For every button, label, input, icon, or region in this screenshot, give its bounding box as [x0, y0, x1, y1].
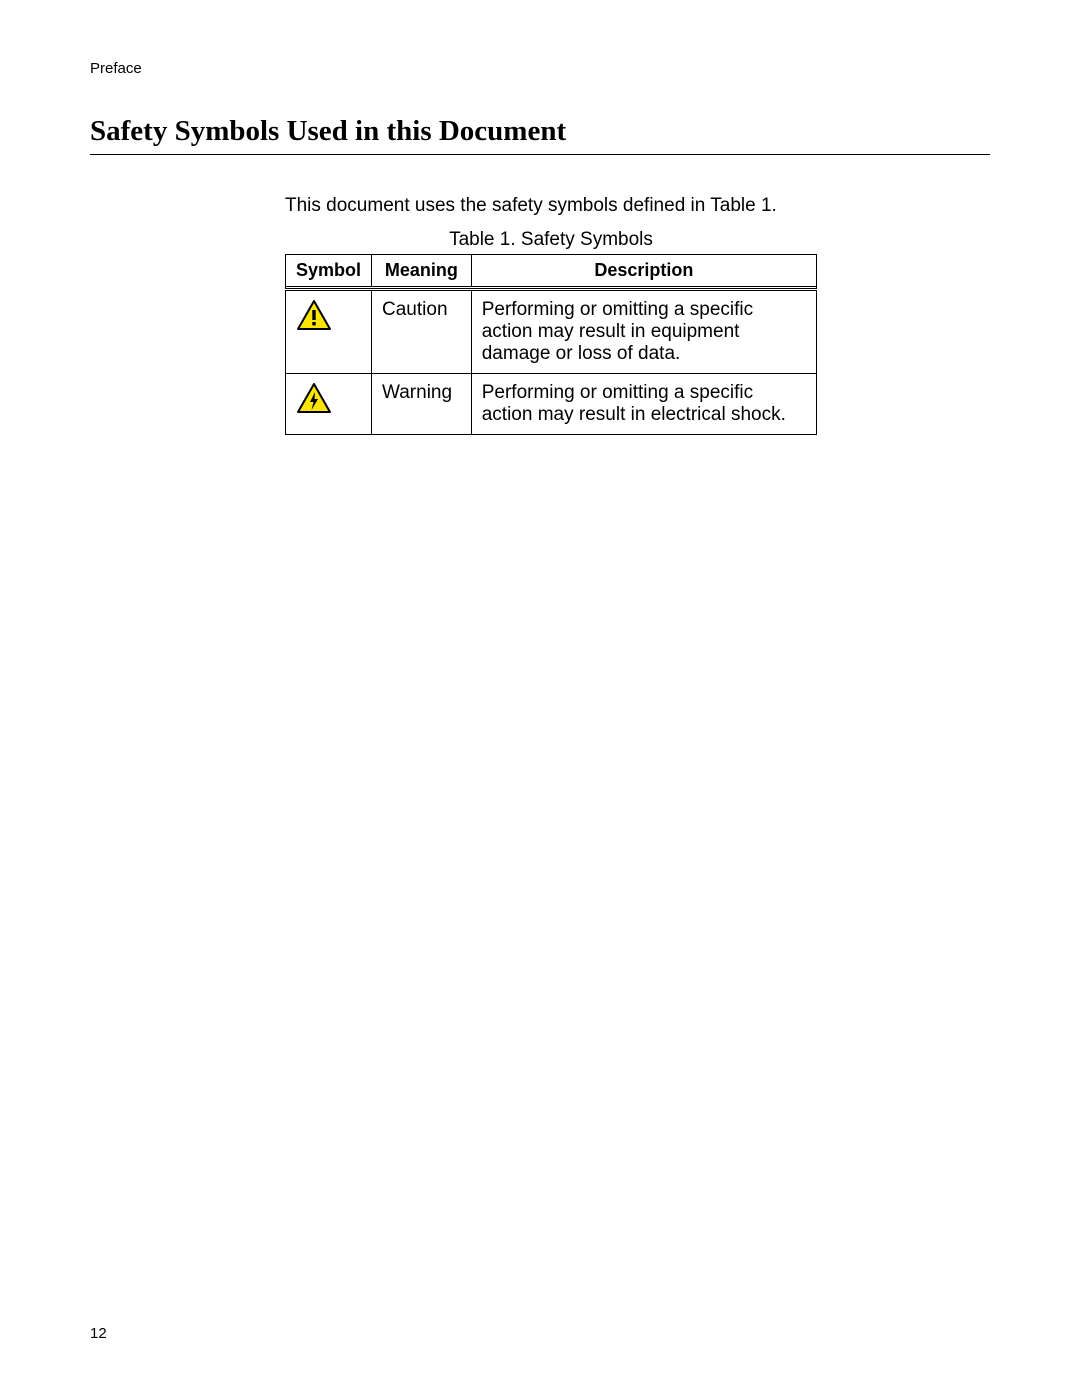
column-header-description: Description — [471, 255, 816, 287]
intro-text: This document uses the safety symbols de… — [285, 195, 990, 217]
page-title: Safety Symbols Used in this Document — [90, 115, 990, 155]
symbol-cell-warning — [286, 374, 372, 435]
table-caption: Table 1. Safety Symbols — [285, 229, 817, 251]
column-header-symbol: Symbol — [286, 255, 372, 287]
safety-symbols-table: Symbol Meaning Description Caution Perfo… — [285, 254, 817, 435]
column-header-meaning: Meaning — [372, 255, 472, 287]
table-header-row: Symbol Meaning Description — [286, 255, 817, 287]
description-cell: Performing or omitting a specific action… — [471, 290, 816, 374]
table-row: Caution Performing or omitting a specifi… — [286, 290, 817, 374]
meaning-cell: Warning — [372, 374, 472, 435]
table-row: Warning Performing or omitting a specifi… — [286, 374, 817, 435]
meaning-cell: Caution — [372, 290, 472, 374]
caution-triangle-icon — [296, 299, 332, 337]
page-number: 12 — [90, 1325, 107, 1342]
section-header: Preface — [90, 60, 990, 77]
warning-triangle-icon — [296, 382, 332, 420]
symbol-cell-caution — [286, 290, 372, 374]
description-cell: Performing or omitting a specific action… — [471, 374, 816, 435]
